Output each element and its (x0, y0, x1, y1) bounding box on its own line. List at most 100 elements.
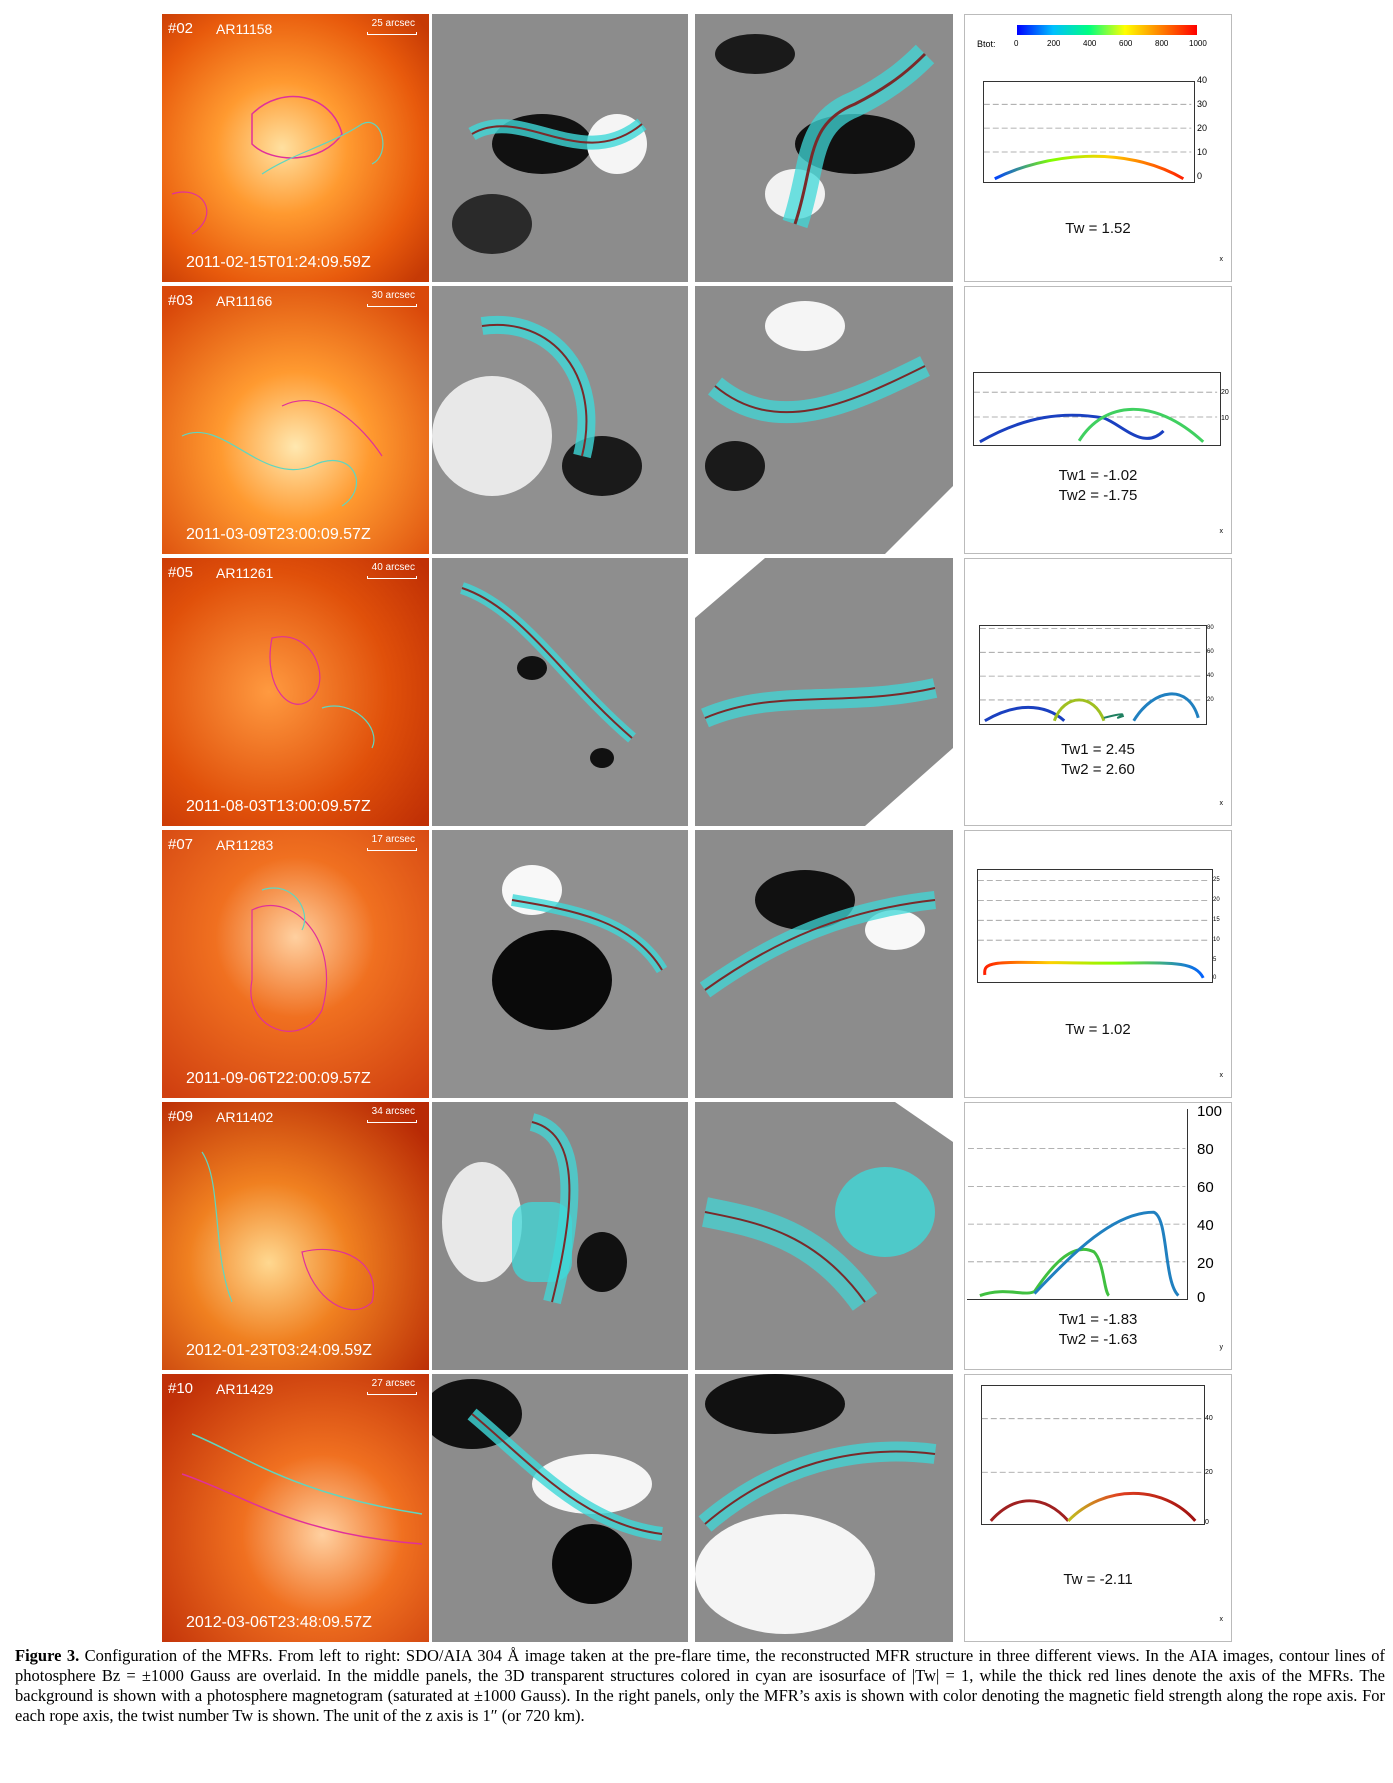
active-region-label: AR11166 (216, 293, 273, 309)
mfr-view-perspective (695, 14, 953, 282)
twist-number: Tw = 1.02 (1065, 1021, 1131, 1038)
mfr-view-top (432, 1374, 688, 1642)
rope-axis-curve (977, 880, 1210, 979)
aia-304-image: #05 AR11261 40 arcsec 2011-08-03T13:00:0… (162, 558, 429, 826)
mfr-row-03: #03 AR11166 30 arcsec 2011-03-09T23:00:0… (158, 286, 1232, 554)
colorbar-tick: 800 (1155, 39, 1169, 48)
aia-304-image: #09 AR11402 34 arcsec 2012-01-23T03:24:0… (162, 1102, 429, 1370)
y-tick: 0 (1197, 171, 1203, 181)
y-tick: 20 (1207, 697, 1214, 703)
mfr-view-perspective (695, 1102, 953, 1370)
mfr-view-top (432, 14, 688, 282)
rope-axis-curve (981, 1418, 1202, 1522)
scale-bar (367, 32, 417, 35)
scale-label: 17 arcsec (371, 834, 415, 845)
mfr-row-07: #07 AR11283 17 arcsec 2011-09-06T22:00:0… (158, 830, 1232, 1098)
axis-label: x (1219, 256, 1224, 263)
y-tick: 80 (1197, 1141, 1214, 1158)
y-tick: 80 (1207, 625, 1214, 631)
twist-number: Tw2 = 2.60 (1061, 761, 1135, 778)
event-number: #07 (168, 836, 194, 853)
y-tick: 25 (1213, 877, 1220, 883)
active-region-label: AR11429 (216, 1381, 274, 1397)
axis-field-plot: 40 20 0 Tw = -2.11 x (964, 1374, 1232, 1642)
plot-frame (977, 869, 1213, 983)
rope-axis-curve (983, 103, 1192, 181)
mfr-view-perspective (695, 830, 953, 1098)
aia-304-image: #10 AR11429 27 arcsec 2012-03-06T23:48:0… (162, 1374, 429, 1642)
active-region-label: AR11283 (216, 837, 274, 853)
aia-304-image: #03 AR11166 30 arcsec 2011-03-09T23:00:0… (162, 286, 429, 554)
mfr-row-09: #09 AR11402 34 arcsec 2012-01-23T03:24:0… (158, 1102, 1232, 1370)
colorbar-tick: 200 (1047, 39, 1061, 48)
scale-bar (367, 848, 417, 851)
axis-label: x (1219, 1616, 1224, 1623)
twist-number: Tw1 = -1.02 (1058, 467, 1138, 484)
y-tick: 10 (1221, 415, 1229, 422)
scale-label: 40 arcsec (371, 562, 415, 573)
colorbar-label: Btot: (977, 39, 996, 49)
y-tick: 20 (1197, 123, 1208, 133)
plot-frame (981, 1385, 1205, 1525)
rope-axis-curve (967, 1148, 1186, 1297)
y-tick: 40 (1197, 75, 1208, 85)
mfr-row-10: #10 AR11429 27 arcsec 2012-03-06T23:48:0… (158, 1374, 1232, 1642)
twist-number: Tw = -2.11 (1063, 1571, 1133, 1588)
timestamp: 2011-03-09T23:00:09.57Z (186, 526, 371, 543)
y-tick: 60 (1197, 1179, 1214, 1196)
y-tick: 5 (1213, 957, 1217, 963)
axis-field-plot: 20 10 Tw1 = -1.02 Tw2 = -1.75 x (964, 286, 1232, 554)
aia-304-image: #02 AR11158 25 arcsec 2011-02-15T01:24:0… (162, 14, 429, 282)
plot-frame (983, 81, 1195, 183)
caption-text: Configuration of the MFRs. From left to … (15, 1646, 1385, 1725)
axis-field-plot: 100 80 60 40 20 0 Tw1 = -1.83 Tw2 = -1.6… (964, 1102, 1232, 1370)
event-number: #10 (168, 1380, 194, 1397)
scale-label: 27 arcsec (371, 1378, 415, 1389)
twist-number: Tw2 = -1.63 (1058, 1331, 1138, 1348)
event-number: #09 (168, 1108, 194, 1125)
colorbar-tick: 1000 (1189, 39, 1207, 48)
y-tick: 0 (1213, 975, 1217, 981)
y-tick: 60 (1207, 649, 1214, 655)
y-tick: 20 (1205, 1469, 1213, 1476)
plot-frame (967, 1109, 1188, 1300)
y-tick: 20 (1197, 1255, 1214, 1272)
scale-bar (367, 1120, 417, 1123)
axis-field-plot: 80 60 40 20 Tw1 = 2.45 Tw2 = 2.60 x (964, 558, 1232, 826)
mfr-view-top (432, 558, 688, 826)
mfr-view-perspective (695, 286, 953, 554)
mfr-row-02: #02 AR11158 25 arcsec 2011-02-15T01:24:0… (158, 14, 1232, 282)
twist-number: Tw2 = -1.75 (1058, 487, 1138, 504)
event-number: #05 (168, 564, 194, 581)
active-region-label: AR11158 (216, 21, 273, 37)
event-number: #02 (168, 20, 194, 37)
y-tick: 40 (1207, 673, 1214, 679)
active-region-label: AR11261 (216, 565, 274, 581)
y-tick: 0 (1205, 1519, 1209, 1526)
aia-304-image: #07 AR11283 17 arcsec 2011-09-06T22:00:0… (162, 830, 429, 1098)
mfr-row-05: #05 AR11261 40 arcsec 2011-08-03T13:00:0… (158, 558, 1232, 826)
plot-frame (973, 372, 1221, 446)
scale-label: 34 arcsec (371, 1106, 415, 1117)
mfr-view-top (432, 286, 688, 554)
axis-label: y (1219, 1344, 1224, 1351)
colorbar-gradient (1017, 25, 1197, 35)
scale-bar (367, 576, 417, 579)
rope-axis-curve (973, 391, 1218, 444)
y-tick: 100 (1197, 1103, 1223, 1120)
y-tick: 0 (1197, 1289, 1206, 1306)
y-tick: 20 (1213, 897, 1220, 903)
scale-bar (367, 304, 417, 307)
scale-bar (367, 1392, 417, 1395)
figure-caption: Figure 3. Configuration of the MFRs. Fro… (15, 1646, 1385, 1726)
colorbar: Btot: 0 200 400 600 800 1000 (977, 25, 1217, 59)
y-tick: 20 (1221, 389, 1229, 396)
twist-number: Tw = 1.52 (1065, 220, 1131, 237)
rope-axis-curve (979, 628, 1204, 723)
timestamp: 2012-01-23T03:24:09.59Z (186, 1342, 372, 1359)
timestamp: 2011-09-06T22:00:09.57Z (186, 1070, 371, 1087)
colorbar-tick: 0 (1014, 39, 1019, 48)
mfr-view-top (432, 830, 688, 1098)
timestamp: 2011-02-15T01:24:09.59Z (186, 254, 371, 271)
axis-label: x (1219, 800, 1224, 807)
